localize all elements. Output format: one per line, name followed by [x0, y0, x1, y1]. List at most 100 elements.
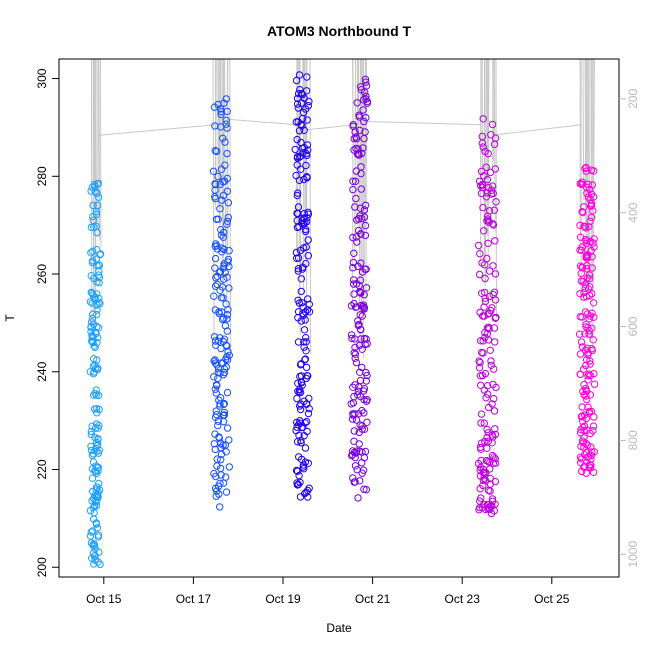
data-point — [358, 312, 366, 320]
data-point — [87, 223, 96, 232]
data-point — [93, 229, 101, 237]
data-point — [481, 333, 489, 342]
data-point — [577, 180, 586, 189]
data-point — [89, 201, 97, 210]
data-point — [357, 335, 365, 343]
data-point — [87, 446, 96, 455]
data-point — [580, 426, 588, 435]
x-tick-label: Oct 23 — [445, 592, 481, 606]
data-point — [93, 524, 102, 532]
data-point — [301, 316, 309, 324]
data-point — [90, 405, 99, 413]
data-point — [487, 131, 495, 139]
data-point — [210, 373, 218, 381]
data-point — [94, 435, 102, 443]
data-point — [363, 418, 371, 426]
data-point — [357, 326, 365, 334]
data-point — [91, 187, 100, 195]
data-point — [296, 405, 305, 414]
data-point — [220, 228, 228, 237]
data-point — [217, 450, 226, 458]
data-point — [89, 333, 97, 341]
data-point — [486, 346, 494, 354]
data-point — [92, 444, 100, 453]
data-point — [349, 121, 357, 129]
data-point — [362, 265, 370, 273]
data-point — [486, 487, 494, 495]
data-point — [359, 106, 367, 114]
data-point — [576, 290, 584, 298]
data-point — [577, 246, 586, 254]
data-point — [92, 364, 100, 372]
data-point — [358, 459, 366, 467]
data-point — [94, 324, 103, 332]
data-point — [297, 165, 305, 174]
data-point — [94, 493, 102, 502]
x-tick-label: Oct 21 — [355, 592, 391, 606]
data-point — [211, 122, 219, 130]
y-axis-label: T — [3, 314, 17, 322]
data-point — [579, 208, 587, 217]
data-point — [294, 104, 302, 112]
data-points — [86, 71, 599, 569]
data-point — [579, 365, 588, 373]
data-point — [88, 474, 97, 482]
data-point — [220, 245, 228, 254]
data-point — [303, 141, 312, 149]
data-point — [478, 183, 487, 192]
data-point — [362, 368, 370, 377]
data-point — [577, 338, 586, 346]
data-point — [88, 554, 96, 562]
data-point — [488, 186, 496, 195]
data-point — [583, 426, 591, 434]
data-point — [492, 198, 500, 206]
data-point — [481, 369, 490, 378]
data-point — [490, 407, 499, 415]
data-point — [589, 299, 598, 307]
data-point — [361, 231, 370, 240]
data-point — [223, 217, 232, 226]
data-point — [362, 284, 371, 292]
data-point — [214, 421, 222, 430]
right-tick-label: 800 — [626, 430, 640, 450]
data-point — [87, 272, 96, 280]
data-point — [95, 294, 103, 303]
data-point — [361, 75, 370, 84]
pressure-trace — [582, 59, 585, 201]
data-point — [222, 116, 230, 125]
data-point — [93, 246, 101, 254]
data-point — [349, 185, 357, 194]
data-point — [297, 90, 306, 98]
data-point — [216, 400, 224, 408]
data-point — [302, 161, 310, 170]
data-point — [353, 466, 361, 474]
data-point — [584, 403, 592, 411]
data-point — [479, 115, 487, 123]
data-point — [483, 444, 491, 452]
data-point — [293, 467, 302, 475]
data-point — [349, 474, 357, 482]
data-point — [578, 467, 586, 476]
data-point — [211, 413, 220, 421]
data-point — [490, 206, 498, 214]
data-point — [87, 288, 96, 297]
data-point — [479, 468, 487, 477]
flight-connector — [364, 120, 482, 126]
data-point — [363, 99, 371, 107]
data-point — [585, 330, 593, 338]
data-point — [215, 433, 223, 441]
data-point — [484, 239, 492, 248]
data-point — [303, 174, 311, 182]
data-point — [299, 423, 307, 431]
data-point — [296, 361, 305, 369]
data-point — [223, 187, 232, 196]
data-point — [485, 292, 494, 301]
data-point — [588, 448, 596, 456]
data-point — [302, 225, 310, 234]
data-point — [478, 132, 486, 141]
data-point — [303, 417, 311, 426]
pressure-trace — [359, 59, 362, 350]
data-point — [295, 71, 304, 79]
data-point — [221, 138, 229, 146]
data-point — [352, 135, 361, 143]
